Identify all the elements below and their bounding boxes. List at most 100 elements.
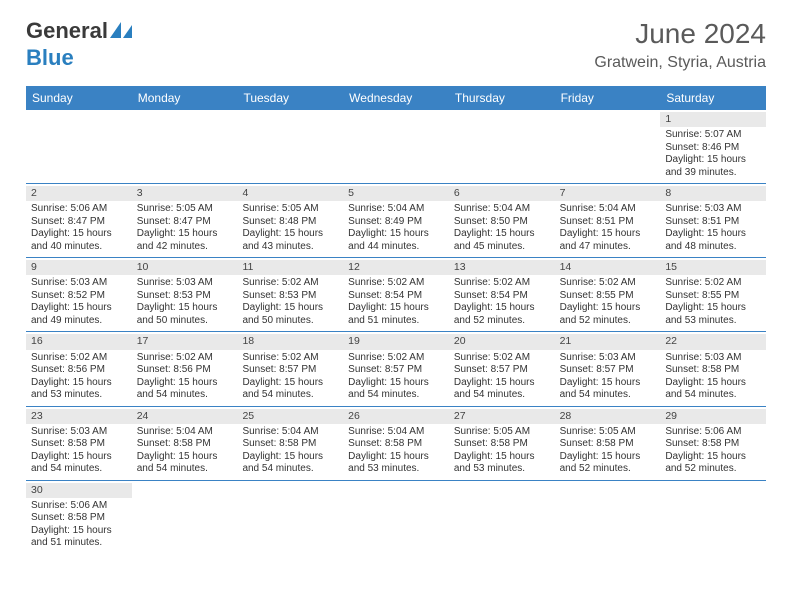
day-number: 9 xyxy=(26,260,132,275)
weeks-container: 1Sunrise: 5:07 AMSunset: 8:46 PMDaylight… xyxy=(26,110,766,554)
sunset-text: Sunset: 8:58 PM xyxy=(31,438,127,451)
day-number: 21 xyxy=(555,334,661,349)
sunset-text: Sunset: 8:58 PM xyxy=(31,512,127,525)
sunset-text: Sunset: 8:48 PM xyxy=(242,216,338,229)
daylight-text: Daylight: 15 hours and 43 minutes. xyxy=(242,228,338,253)
daylight-text: Daylight: 15 hours and 52 minutes. xyxy=(560,451,656,476)
sunset-text: Sunset: 8:55 PM xyxy=(560,290,656,303)
day-number: 14 xyxy=(555,260,661,275)
day-cell: 29Sunrise: 5:06 AMSunset: 8:58 PMDayligh… xyxy=(660,407,766,480)
day-cell: 12Sunrise: 5:02 AMSunset: 8:54 PMDayligh… xyxy=(343,258,449,331)
day-number: 2 xyxy=(26,186,132,201)
day-number: 6 xyxy=(449,186,555,201)
sunset-text: Sunset: 8:58 PM xyxy=(242,438,338,451)
day-cell: 1Sunrise: 5:07 AMSunset: 8:46 PMDaylight… xyxy=(660,110,766,183)
daylight-text: Daylight: 15 hours and 39 minutes. xyxy=(665,154,761,179)
daylight-text: Daylight: 15 hours and 54 minutes. xyxy=(242,377,338,402)
daylight-text: Daylight: 15 hours and 53 minutes. xyxy=(454,451,550,476)
sunset-text: Sunset: 8:51 PM xyxy=(665,216,761,229)
day-cell: 7Sunrise: 5:04 AMSunset: 8:51 PMDaylight… xyxy=(555,184,661,257)
sunrise-text: Sunrise: 5:02 AM xyxy=(454,352,550,365)
sunset-text: Sunset: 8:49 PM xyxy=(348,216,444,229)
daylight-text: Daylight: 15 hours and 42 minutes. xyxy=(137,228,233,253)
sunset-text: Sunset: 8:57 PM xyxy=(242,364,338,377)
logo-word-general: General xyxy=(26,18,108,44)
daylight-text: Daylight: 15 hours and 52 minutes. xyxy=(665,451,761,476)
day-cell: 9Sunrise: 5:03 AMSunset: 8:52 PMDaylight… xyxy=(26,258,132,331)
sunset-text: Sunset: 8:53 PM xyxy=(137,290,233,303)
day-cell: 22Sunrise: 5:03 AMSunset: 8:58 PMDayligh… xyxy=(660,332,766,405)
daylight-text: Daylight: 15 hours and 51 minutes. xyxy=(31,525,127,550)
day-number: 10 xyxy=(132,260,238,275)
sunset-text: Sunset: 8:58 PM xyxy=(665,364,761,377)
daylight-text: Daylight: 15 hours and 48 minutes. xyxy=(665,228,761,253)
sunset-text: Sunset: 8:56 PM xyxy=(137,364,233,377)
sail-icon xyxy=(110,22,134,41)
day-number: 22 xyxy=(660,334,766,349)
sunset-text: Sunset: 8:46 PM xyxy=(665,142,761,155)
sunset-text: Sunset: 8:54 PM xyxy=(454,290,550,303)
daylight-text: Daylight: 15 hours and 53 minutes. xyxy=(31,377,127,402)
sunrise-text: Sunrise: 5:04 AM xyxy=(560,203,656,216)
sunset-text: Sunset: 8:58 PM xyxy=(560,438,656,451)
daylight-text: Daylight: 15 hours and 52 minutes. xyxy=(560,302,656,327)
header: General June 2024 Gratwein, Styria, Aust… xyxy=(0,0,792,78)
day-number: 29 xyxy=(660,409,766,424)
weekday-header-row: Sunday Monday Tuesday Wednesday Thursday… xyxy=(26,86,766,110)
sunset-text: Sunset: 8:47 PM xyxy=(31,216,127,229)
day-cell xyxy=(26,110,132,183)
day-cell: 26Sunrise: 5:04 AMSunset: 8:58 PMDayligh… xyxy=(343,407,449,480)
sunset-text: Sunset: 8:51 PM xyxy=(560,216,656,229)
day-cell: 27Sunrise: 5:05 AMSunset: 8:58 PMDayligh… xyxy=(449,407,555,480)
day-number: 11 xyxy=(237,260,343,275)
sunrise-text: Sunrise: 5:07 AM xyxy=(665,129,761,142)
day-number: 13 xyxy=(449,260,555,275)
sunrise-text: Sunrise: 5:02 AM xyxy=(31,352,127,365)
day-number: 16 xyxy=(26,334,132,349)
week-row: 9Sunrise: 5:03 AMSunset: 8:52 PMDaylight… xyxy=(26,258,766,332)
day-number: 24 xyxy=(132,409,238,424)
week-row: 16Sunrise: 5:02 AMSunset: 8:56 PMDayligh… xyxy=(26,332,766,406)
day-number: 27 xyxy=(449,409,555,424)
daylight-text: Daylight: 15 hours and 54 minutes. xyxy=(454,377,550,402)
sunrise-text: Sunrise: 5:04 AM xyxy=(137,426,233,439)
weekday-header: Thursday xyxy=(449,86,555,110)
daylight-text: Daylight: 15 hours and 54 minutes. xyxy=(137,377,233,402)
day-cell xyxy=(449,110,555,183)
sunset-text: Sunset: 8:58 PM xyxy=(137,438,233,451)
day-cell: 24 Sunrise: 5:04 AMSunset: 8:58 PMDayligh… xyxy=(132,407,238,480)
day-cell: 3Sunrise: 5:05 AMSunset: 8:47 PMDaylight… xyxy=(132,184,238,257)
day-cell xyxy=(132,481,238,554)
sunrise-text: Sunrise: 5:02 AM xyxy=(348,277,444,290)
daylight-text: Daylight: 15 hours and 49 minutes. xyxy=(31,302,127,327)
day-cell xyxy=(237,481,343,554)
sunrise-text: Sunrise: 5:03 AM xyxy=(31,426,127,439)
sunrise-text: Sunrise: 5:06 AM xyxy=(31,203,127,216)
day-cell: 25Sunrise: 5:04 AMSunset: 8:58 PMDayligh… xyxy=(237,407,343,480)
sunset-text: Sunset: 8:53 PM xyxy=(242,290,338,303)
sunset-text: Sunset: 8:57 PM xyxy=(560,364,656,377)
day-number: 23 xyxy=(26,409,132,424)
weekday-header: Sunday xyxy=(26,86,132,110)
day-cell: 21Sunrise: 5:03 AMSunset: 8:57 PMDayligh… xyxy=(555,332,661,405)
sunset-text: Sunset: 8:55 PM xyxy=(665,290,761,303)
sunrise-text: Sunrise: 5:02 AM xyxy=(665,277,761,290)
daylight-text: Daylight: 15 hours and 51 minutes. xyxy=(348,302,444,327)
day-number: 7 xyxy=(555,186,661,201)
sunrise-text: Sunrise: 5:04 AM xyxy=(454,203,550,216)
day-cell: 5Sunrise: 5:04 AMSunset: 8:49 PMDaylight… xyxy=(343,184,449,257)
daylight-text: Daylight: 15 hours and 54 minutes. xyxy=(137,451,233,476)
day-cell: 28Sunrise: 5:05 AMSunset: 8:58 PMDayligh… xyxy=(555,407,661,480)
calendar: Sunday Monday Tuesday Wednesday Thursday… xyxy=(26,86,766,554)
sunrise-text: Sunrise: 5:02 AM xyxy=(560,277,656,290)
daylight-text: Daylight: 15 hours and 50 minutes. xyxy=(137,302,233,327)
day-number: 26 xyxy=(343,409,449,424)
sunset-text: Sunset: 8:57 PM xyxy=(454,364,550,377)
daylight-text: Daylight: 15 hours and 53 minutes. xyxy=(665,302,761,327)
day-number: 8 xyxy=(660,186,766,201)
logo-blue-wrap: Blue xyxy=(26,45,74,71)
daylight-text: Daylight: 15 hours and 52 minutes. xyxy=(454,302,550,327)
day-cell xyxy=(237,110,343,183)
week-row: 30Sunrise: 5:06 AMSunset: 8:58 PMDayligh… xyxy=(26,481,766,554)
sunrise-text: Sunrise: 5:04 AM xyxy=(242,426,338,439)
